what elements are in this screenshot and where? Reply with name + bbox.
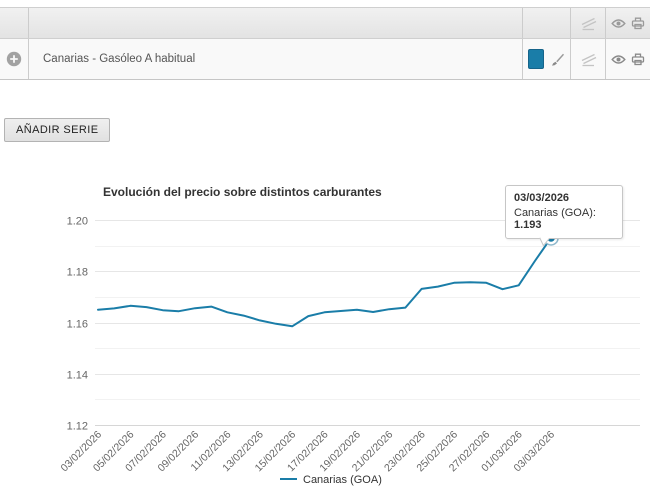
trend-lines-icon[interactable] xyxy=(580,52,597,67)
y-axis-tick-label: 1.12 xyxy=(67,421,88,433)
tooltip-series-value: Canarias (GOA): 1.193 xyxy=(514,207,614,231)
plus-circle-icon[interactable] xyxy=(6,51,22,67)
add-series-button[interactable]: AÑADIR SERIE xyxy=(4,118,111,142)
tooltip-value: 1.193 xyxy=(514,219,542,231)
y-axis-tick-label: 1.18 xyxy=(67,267,88,279)
y-axis-tick-label: 1.20 xyxy=(67,216,88,228)
toolbar-header-label-cell xyxy=(28,8,522,38)
price-line xyxy=(97,236,552,328)
y-axis-tick-label: 1.16 xyxy=(67,319,88,331)
series-label: Canarias - Gasóleo A habitual xyxy=(43,53,196,65)
series-row: Canarias - Gasóleo A habitual xyxy=(0,38,650,80)
print-icon[interactable] xyxy=(631,53,645,66)
toolbar-header-view-cell xyxy=(605,8,650,38)
toolbar-header-left-cell xyxy=(0,8,28,38)
tooltip-series-label: Canarias (GOA): xyxy=(514,207,596,219)
chart-toolbar: Canarias - Gasóleo A habitual xyxy=(0,7,650,80)
chart-tooltip: 03/03/2026 Canarias (GOA): 1.193 xyxy=(505,185,623,247)
toolbar-header-row xyxy=(0,7,650,38)
brush-icon[interactable] xyxy=(550,52,565,67)
chart-title: Evolución del precio sobre distintos car… xyxy=(103,185,382,199)
series-view-cell xyxy=(605,39,650,79)
series-color-swatch[interactable] xyxy=(528,49,545,69)
tooltip-date: 03/03/2026 xyxy=(514,192,570,204)
price-chart: 1.12 1.14 1.16 1.18 1.20 03/02/2026 05/02/2026… xyxy=(0,180,650,487)
toolbar-header-style-cell xyxy=(522,8,570,38)
toolbar-header-lines-cell xyxy=(570,8,605,38)
series-label-cell: Canarias - Gasóleo A habitual xyxy=(28,39,522,79)
trend-lines-icon[interactable] xyxy=(580,16,597,31)
legend-item-label[interactable]: Canarias (GOA) xyxy=(303,474,382,486)
price-chart-svg: 1.121.141.161.181.2003/02/202605/02/2026… xyxy=(58,185,640,486)
series-lines-cell xyxy=(570,39,605,79)
eye-icon[interactable] xyxy=(611,54,626,65)
series-add-cell xyxy=(0,39,28,79)
print-icon[interactable] xyxy=(631,17,645,30)
eye-icon[interactable] xyxy=(611,18,626,29)
series-style-cell xyxy=(522,39,570,79)
y-axis-tick-label: 1.14 xyxy=(67,370,88,382)
